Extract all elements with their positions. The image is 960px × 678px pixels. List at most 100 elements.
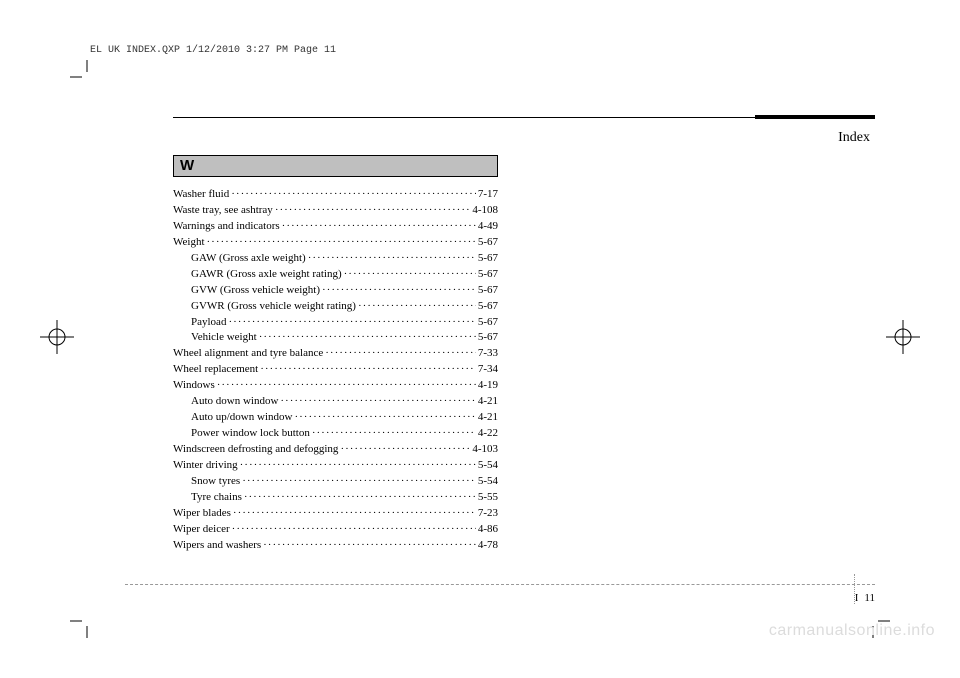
registration-mark-icon xyxy=(886,320,920,354)
page-number: I 11 xyxy=(855,592,875,604)
index-entry-page: 5-54 xyxy=(478,458,498,474)
leader-dots xyxy=(244,490,476,506)
index-entry-page: 7-23 xyxy=(478,506,498,522)
index-entry: Power window lock button 4-22 xyxy=(173,426,498,442)
index-entry: GAWR (Gross axle weight rating) 5-67 xyxy=(173,267,498,283)
index-entry-page: 4-78 xyxy=(478,538,498,554)
index-entry: Windows 4-19 xyxy=(173,378,498,394)
leader-dots xyxy=(358,299,476,315)
registration-mark-icon xyxy=(40,320,74,354)
leader-dots xyxy=(242,474,476,490)
leader-dots xyxy=(233,506,476,522)
index-entry-label: Wipers and washers xyxy=(173,538,261,554)
index-entry: Warnings and indicators 4-49 xyxy=(173,219,498,235)
watermark: carmanualsonline.info xyxy=(769,622,935,640)
index-entry-label: Warnings and indicators xyxy=(173,219,280,235)
index-entry-page: 5-55 xyxy=(478,490,498,506)
index-entry-label: Weight xyxy=(173,235,205,251)
page-number-prefix: I xyxy=(855,592,859,604)
index-entry: Winter driving 5-54 xyxy=(173,458,498,474)
index-entry-page: 5-67 xyxy=(478,299,498,315)
index-entry-page: 7-34 xyxy=(478,362,498,378)
index-section-header: W xyxy=(173,155,498,177)
index-entry-label: Wiper blades xyxy=(173,506,231,522)
leader-dots xyxy=(322,283,476,299)
index-entry-page: 4-19 xyxy=(478,378,498,394)
index-entry: Wheel replacement 7-34 xyxy=(173,362,498,378)
leader-dots xyxy=(325,346,476,362)
index-entry-label: Winter driving xyxy=(173,458,238,474)
index-entry-page: 5-67 xyxy=(478,251,498,267)
leader-dots xyxy=(275,203,471,219)
index-entry-page: 5-67 xyxy=(478,283,498,299)
index-entry: Wiper deicer 4-86 xyxy=(173,522,498,538)
leader-dots xyxy=(228,315,475,331)
leader-dots xyxy=(217,378,476,394)
index-entry-page: 4-21 xyxy=(478,394,498,410)
index-entry: Weight 5-67 xyxy=(173,235,498,251)
index-entry: GVWR (Gross vehicle weight rating) 5-67 xyxy=(173,299,498,315)
index-entry: Vehicle weight 5-67 xyxy=(173,330,498,346)
index-entry: Waste tray, see ashtray 4-108 xyxy=(173,203,498,219)
page-number-value: 11 xyxy=(864,592,875,604)
index-entry-label: GAWR (Gross axle weight rating) xyxy=(191,267,342,283)
index-entry-page: 5-67 xyxy=(478,267,498,283)
leader-dots xyxy=(207,235,476,251)
leader-dots xyxy=(312,426,476,442)
leader-dots xyxy=(340,442,470,458)
index-entry: Washer fluid 7-17 xyxy=(173,187,498,203)
leader-dots xyxy=(259,330,476,346)
page-body: Index W Washer fluid 7-17Waste tray, see… xyxy=(125,95,875,600)
index-entry-label: GVWR (Gross vehicle weight rating) xyxy=(191,299,356,315)
index-entry: Wipers and washers 4-78 xyxy=(173,538,498,554)
index-entry-page: 5-67 xyxy=(478,330,498,346)
index-entry-label: Vehicle weight xyxy=(191,330,257,346)
index-entry-page: 5-67 xyxy=(478,315,498,331)
section-title: Index xyxy=(838,130,870,146)
index-entry-label: GAW (Gross axle weight) xyxy=(191,251,306,267)
index-entry-label: Snow tyres xyxy=(191,474,240,490)
index-entry-page: 4-21 xyxy=(478,410,498,426)
index-entry-label: Wiper deicer xyxy=(173,522,230,538)
index-entry-page: 4-86 xyxy=(478,522,498,538)
index-entry-page: 4-103 xyxy=(472,442,498,458)
leader-dots xyxy=(308,251,476,267)
index-entry: GVW (Gross vehicle weight) 5-67 xyxy=(173,283,498,299)
leader-dots xyxy=(260,362,476,378)
index-entry-label: Windows xyxy=(173,378,215,394)
index-entry-page: 5-54 xyxy=(478,474,498,490)
index-entry-label: Auto down window xyxy=(191,394,278,410)
leader-dots xyxy=(280,394,475,410)
index-entry-page: 5-67 xyxy=(478,235,498,251)
index-entry-page: 4-49 xyxy=(478,219,498,235)
index-entry-label: Payload xyxy=(191,315,226,331)
index-entry-label: Tyre chains xyxy=(191,490,242,506)
index-entry-page: 7-17 xyxy=(478,187,498,203)
index-entry-label: Wheel replacement xyxy=(173,362,258,378)
index-entry: Tyre chains 5-55 xyxy=(173,490,498,506)
index-entry-label: GVW (Gross vehicle weight) xyxy=(191,283,320,299)
index-entry-label: Power window lock button xyxy=(191,426,310,442)
crop-mark-icon xyxy=(70,60,104,94)
index-entry-label: Auto up/down window xyxy=(191,410,292,426)
leader-dots xyxy=(240,458,476,474)
index-entry-label: Washer fluid xyxy=(173,187,229,203)
index-entry: Wheel alignment and tyre balance 7-33 xyxy=(173,346,498,362)
index-list: Washer fluid 7-17Waste tray, see ashtray… xyxy=(173,187,498,554)
index-entry-page: 4-108 xyxy=(472,203,498,219)
index-entry: Payload 5-67 xyxy=(173,315,498,331)
top-rule-thick xyxy=(755,115,875,119)
prepress-header: EL UK INDEX.QXP 1/12/2010 3:27 PM Page 1… xyxy=(90,45,336,56)
index-entry-label: Windscreen defrosting and defogging xyxy=(173,442,338,458)
index-entry: GAW (Gross axle weight) 5-67 xyxy=(173,251,498,267)
leader-dots xyxy=(232,522,476,538)
leader-dots xyxy=(231,187,476,203)
leader-dots xyxy=(294,410,475,426)
index-entry: Wiper blades 7-23 xyxy=(173,506,498,522)
index-entry: Windscreen defrosting and defogging 4-10… xyxy=(173,442,498,458)
leader-dots xyxy=(282,219,476,235)
leader-dots xyxy=(263,538,476,554)
index-entry-page: 7-33 xyxy=(478,346,498,362)
index-entry-label: Waste tray, see ashtray xyxy=(173,203,273,219)
leader-dots xyxy=(344,267,476,283)
